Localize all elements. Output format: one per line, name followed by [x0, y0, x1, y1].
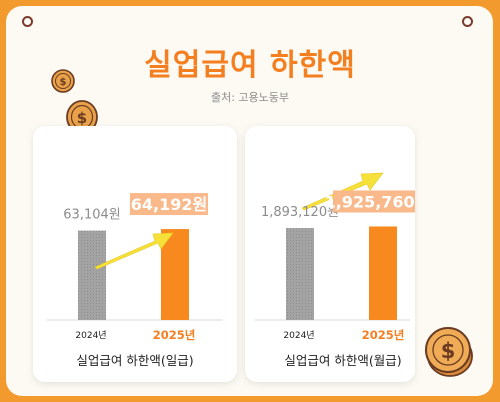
svg-text:$: $ — [77, 109, 87, 127]
value-label-monthly-2024: 1,893,120원 — [261, 205, 339, 220]
coin-icon: $ — [425, 327, 473, 377]
chart-panel-monthly: 1,893,120원 1,925,760원 2024년 2025년 실업급여 하… — [245, 126, 415, 382]
chart-daily: 63,104원 64,192원 2024년 2025년 실업급여 하한액(일급) — [47, 193, 223, 368]
chart-caption-monthly: 실업급여 하한액(월급) — [284, 353, 401, 368]
value-box-monthly-2025 — [333, 190, 415, 213]
value-box-daily-2025 — [130, 193, 208, 216]
chart-monthly: 1,893,120원 1,925,760원 2024년 2025년 실업급여 하… — [255, 172, 415, 368]
tick-label-2025: 2025년 — [362, 328, 405, 342]
value-label-monthly-2025: 1,925,760원 — [325, 192, 415, 211]
tick-label-2024: 2024년 — [283, 330, 314, 341]
coin-icon: $ — [51, 69, 75, 93]
source-note: 출처: 고용노동부 — [210, 91, 290, 104]
binder-hole-icon — [22, 16, 33, 27]
tick-label-2024: 2024년 — [75, 330, 106, 341]
bar-daily-2025 — [161, 229, 189, 320]
page-title: 실업급여 하한액 — [144, 48, 356, 83]
chart-caption-daily: 실업급여 하한액(일급) — [76, 353, 193, 368]
bar-monthly-2024 — [286, 228, 314, 320]
value-label-daily-2024: 63,104원 — [63, 208, 120, 223]
binder-hole-icon — [462, 16, 473, 27]
tick-label-2025: 2025년 — [153, 328, 196, 342]
svg-text:$: $ — [441, 339, 456, 363]
bar-monthly-2025 — [369, 226, 397, 320]
arrow-icon — [94, 232, 174, 270]
chart-panel-daily: 63,104원 64,192원 2024년 2025년 실업급여 하한액(일급) — [33, 126, 237, 382]
svg-text:$: $ — [60, 77, 67, 88]
bar-daily-2024 — [78, 230, 106, 320]
value-label-daily-2025: 64,192원 — [131, 195, 207, 214]
